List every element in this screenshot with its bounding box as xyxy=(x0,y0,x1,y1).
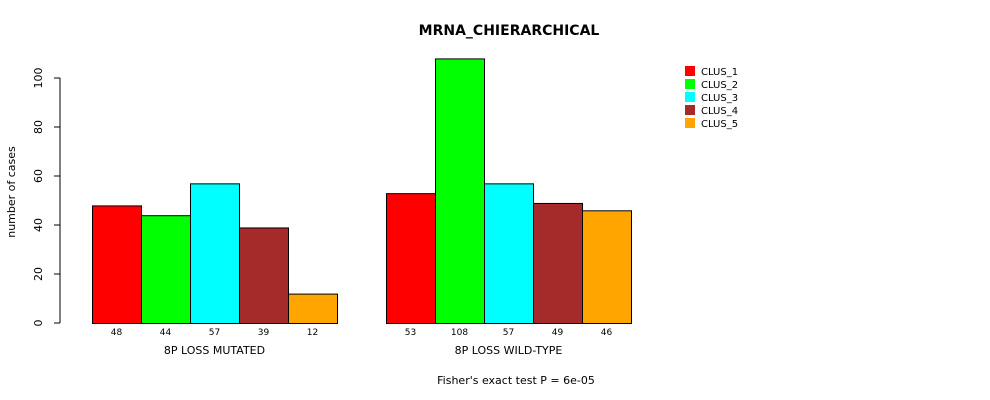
legend-label: CLUS_5 xyxy=(701,119,738,130)
legend-swatch xyxy=(685,92,695,102)
bar-clus-5-group-2 xyxy=(582,210,632,324)
group-label: 8P LOSS WILD-TYPE xyxy=(455,344,563,357)
legend-swatch xyxy=(685,66,695,76)
bar-clus-3-group-2 xyxy=(484,183,534,324)
legend-label: CLUS_3 xyxy=(701,93,738,104)
bar-clus-1-group-2 xyxy=(386,193,436,324)
y-axis-label: number of cases xyxy=(5,146,18,238)
fisher-test-note: Fisher's exact test P = 6e-05 xyxy=(437,374,595,387)
bar-clus-4-group-1 xyxy=(239,227,289,324)
group-labels: 8P LOSS MUTATED 8P LOSS WILD-TYPE xyxy=(164,344,562,357)
y-tick-label: 0 xyxy=(32,320,45,327)
legend-swatch xyxy=(685,105,695,115)
legend-label: CLUS_1 xyxy=(701,67,738,78)
bar-count-label: 39 xyxy=(258,328,270,338)
bar-count-label: 48 xyxy=(111,328,123,338)
bar-count-label: 57 xyxy=(503,328,514,338)
legend-label: CLUS_4 xyxy=(701,106,738,117)
bar-count-label: 108 xyxy=(451,328,468,338)
group-label: 8P LOSS MUTATED xyxy=(164,344,265,357)
bar-clus-4-group-2 xyxy=(533,202,583,324)
bar-count-label: 44 xyxy=(160,328,172,338)
legend-label: CLUS_2 xyxy=(701,80,738,91)
legend-swatch xyxy=(685,79,695,89)
bar-count-label: 53 xyxy=(405,328,416,338)
bar-clus-2-group-1 xyxy=(141,215,191,324)
y-tick-label: 80 xyxy=(32,120,45,134)
legend: CLUS_1 CLUS_2 CLUS_3 CLUS_4 CLUS_5 xyxy=(685,66,738,130)
bar-count-label: 57 xyxy=(209,328,220,338)
bars xyxy=(92,58,632,325)
bar-count-label: 12 xyxy=(307,328,318,338)
bar-clus-1-group-1 xyxy=(92,205,142,324)
bar-clus-3-group-1 xyxy=(190,183,240,324)
y-tick-label: 40 xyxy=(32,218,45,232)
y-tick-label: 100 xyxy=(32,68,45,89)
y-axis: 0 20 40 60 80 100 xyxy=(32,68,61,327)
y-tick-label: 60 xyxy=(32,169,45,183)
count-labels: 48 44 57 39 12 53 108 57 49 46 xyxy=(111,328,613,338)
bar-count-label: 46 xyxy=(601,328,613,338)
bar-clus-5-group-1 xyxy=(288,293,338,325)
legend-swatch xyxy=(685,118,695,128)
bar-clus-2-group-2 xyxy=(435,58,485,325)
y-tick-label: 20 xyxy=(32,267,45,281)
chart-title: MRNA_CHIERARCHICAL xyxy=(419,23,600,39)
bar-count-label: 49 xyxy=(552,328,564,338)
